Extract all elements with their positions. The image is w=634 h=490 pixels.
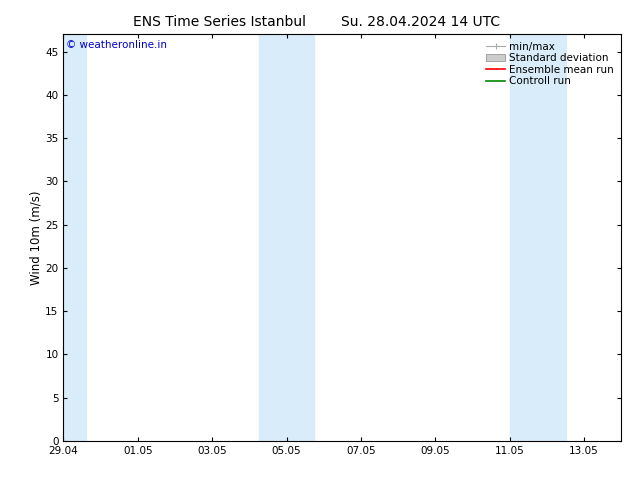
Text: ENS Time Series Istanbul        Su. 28.04.2024 14 UTC: ENS Time Series Istanbul Su. 28.04.2024 … — [133, 15, 501, 29]
Bar — [510, 34, 566, 441]
Bar — [259, 34, 314, 441]
Bar — [63, 34, 86, 441]
Text: © weatheronline.in: © weatheronline.in — [66, 40, 167, 50]
Y-axis label: Wind 10m (m/s): Wind 10m (m/s) — [30, 191, 42, 285]
Legend: min/max, Standard deviation, Ensemble mean run, Controll run: min/max, Standard deviation, Ensemble me… — [484, 40, 616, 88]
